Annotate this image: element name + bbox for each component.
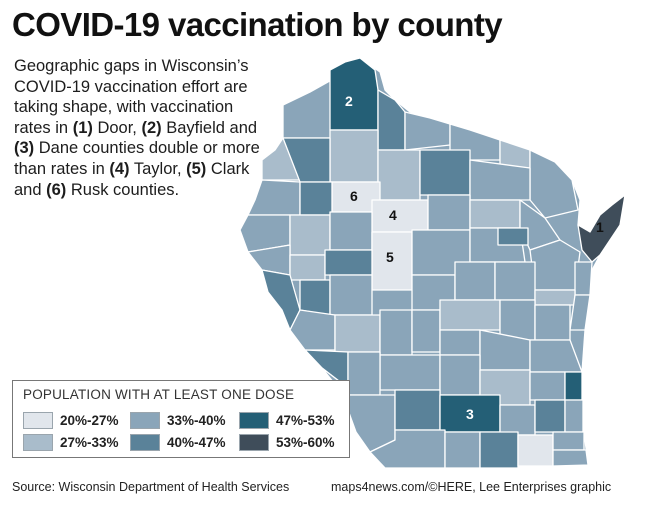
county-jackson [329, 274, 373, 316]
county-outagamie [534, 289, 576, 306]
county-racine [552, 431, 585, 451]
legend-item-53-60: 53%-60% [239, 434, 335, 451]
county-kenosha [552, 449, 589, 467]
label-rusk: 6 [350, 188, 358, 204]
county-sauk [379, 354, 441, 391]
legend: POPULATION WITH AT LEAST ONE DOSE 20%-27… [12, 380, 350, 458]
legend-item-33-40: 33%-40% [130, 412, 226, 429]
legend-title: POPULATION WITH AT LEAST ONE DOSE [23, 387, 295, 402]
county-lincoln [427, 194, 471, 231]
county-price [377, 149, 421, 201]
intro-part: Taylor, [129, 159, 187, 178]
legend-label: 20%-27% [60, 413, 119, 428]
legend-label: 40%-47% [167, 435, 226, 450]
label-clark: 5 [386, 249, 394, 265]
legend-item-27-33: 27%-33% [23, 434, 119, 451]
county-pepin [289, 254, 326, 281]
county-langlade [469, 199, 521, 229]
county-iron [404, 111, 451, 151]
county-green [444, 431, 481, 469]
legend-swatch [239, 434, 269, 451]
legend-label: 27%-33% [60, 435, 119, 450]
county-calumet [534, 304, 571, 341]
county-eauclaire [324, 249, 373, 276]
county-waupaca [494, 261, 536, 301]
county-washington [529, 371, 566, 401]
county-bayfield [329, 57, 379, 131]
num-3: (3) [14, 139, 35, 158]
county-monroe [334, 314, 381, 353]
county-greenlake [439, 329, 481, 356]
legend-swatch [130, 434, 160, 451]
county-trempealeau [299, 279, 331, 316]
county-lacrosse [289, 309, 336, 351]
county-milwaukee [564, 399, 584, 433]
intro-part: Bayfield and [161, 118, 258, 137]
county-dunn [289, 214, 331, 256]
county-waushara [439, 299, 501, 331]
county-ashland [377, 89, 406, 151]
legend-swatch [23, 412, 53, 429]
legend-label: 47%-53% [276, 413, 335, 428]
intro-part: Dane counties double or more than rates … [14, 139, 260, 178]
legend-swatch [23, 434, 53, 451]
intro-text: Geographic gaps in Wisconsin’s COVID-19 … [14, 56, 264, 200]
county-waukesha [534, 399, 566, 433]
num-4: (4) [109, 159, 130, 178]
county-lafayette [369, 429, 446, 469]
county-ozaukee [564, 371, 583, 401]
label-dane: 3 [466, 406, 474, 422]
county-oneida [419, 149, 471, 196]
county-manitowoc [569, 294, 591, 331]
county-richland [347, 351, 381, 396]
county-taylor [371, 199, 429, 233]
legend-label: 33%-40% [167, 413, 226, 428]
legend-item-40-47: 40%-47% [130, 434, 226, 451]
county-marinette [529, 149, 579, 219]
num-6: (6) [46, 180, 67, 199]
page-title: COVID-19 vaccination by county [12, 6, 503, 43]
county-rock [479, 431, 519, 469]
intro-part: Door, [92, 118, 142, 137]
county-walworth [517, 434, 554, 467]
num-5: (5) [186, 159, 207, 178]
label-bayfield: 2 [345, 93, 353, 109]
legend-item-47-53: 47%-53% [239, 412, 335, 429]
county-sawyer [329, 129, 379, 183]
legend-swatch [239, 412, 269, 429]
label-taylor: 4 [389, 207, 397, 223]
county-forest [469, 159, 531, 201]
label-door: 1 [596, 219, 604, 235]
county-jefferson [499, 404, 536, 436]
county-adams [411, 309, 441, 353]
legend-label: 53%-60% [276, 435, 335, 450]
intro-part: Geographic gaps in Wisconsin’s COVID-19 … [14, 57, 249, 137]
county-chippewa [329, 211, 373, 251]
county-portage [454, 261, 496, 301]
num-2: (2) [141, 118, 162, 137]
county-kewaunee [574, 261, 593, 296]
legend-swatch [130, 412, 160, 429]
legend-item-20-27: 20%-27% [23, 412, 119, 429]
intro-part: Rusk counties. [66, 180, 180, 199]
county-winnebago [499, 299, 536, 341]
county-menominee [497, 227, 529, 246]
county-florence [499, 139, 531, 169]
county-barron [299, 181, 333, 216]
county-door [577, 194, 626, 263]
source-note: Source: Wisconsin Department of Health S… [12, 480, 290, 494]
county-columbia [439, 354, 481, 396]
county-juneau [379, 309, 413, 356]
intro-part: Clark and [14, 159, 250, 199]
credit-note: maps4news.com/©HERE, Lee Enterprises gra… [331, 480, 612, 494]
county-iowa [394, 389, 441, 431]
num-1: (1) [72, 118, 93, 137]
county-brown [529, 239, 581, 291]
